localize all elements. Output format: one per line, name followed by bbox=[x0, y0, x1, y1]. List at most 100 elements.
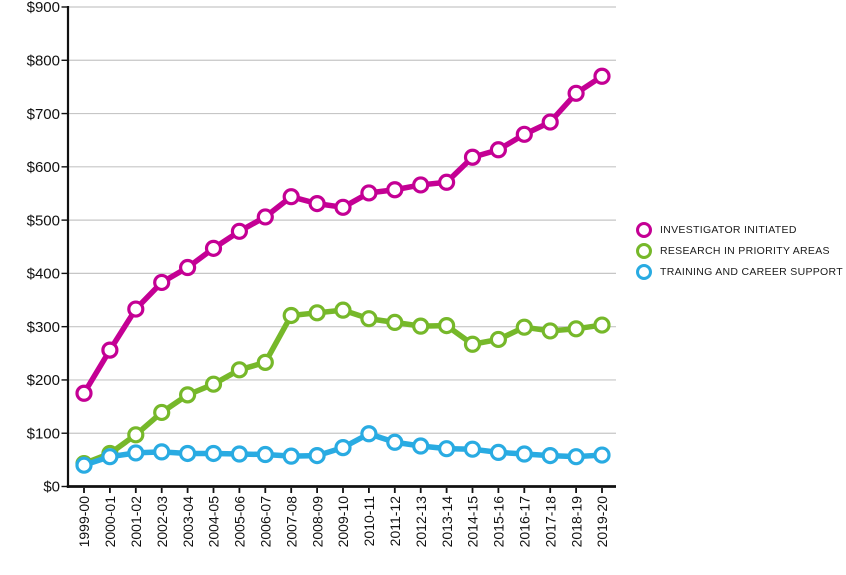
legend-marker-research-in-priority-areas-icon bbox=[636, 242, 652, 259]
data-point-research-in-priority-areas bbox=[567, 320, 585, 338]
data-point-training-and-career-support bbox=[386, 433, 404, 451]
data-point-investigator-initiated bbox=[179, 258, 197, 277]
data-point-research-in-priority-areas bbox=[360, 310, 378, 328]
data-point-research-in-priority-areas bbox=[179, 386, 197, 404]
x-axis-label: 2019-20 bbox=[594, 496, 610, 548]
x-axis-label: 2001-02 bbox=[128, 496, 144, 548]
data-point-training-and-career-support bbox=[334, 439, 352, 457]
y-axis-label: $800 bbox=[27, 52, 60, 69]
data-point-training-and-career-support bbox=[204, 444, 223, 463]
x-axis-label: 2017-18 bbox=[542, 496, 558, 548]
data-point-training-and-career-support bbox=[127, 444, 145, 462]
data-point-training-and-career-support bbox=[101, 448, 119, 466]
data-point-investigator-initiated bbox=[153, 273, 171, 292]
y-axis-label: $200 bbox=[27, 372, 60, 389]
data-point-training-and-career-support bbox=[412, 437, 430, 455]
data-point-training-and-career-support bbox=[230, 445, 248, 463]
data-point-training-and-career-support bbox=[515, 445, 533, 463]
y-axis-label: $0 bbox=[43, 479, 60, 496]
data-point-training-and-career-support bbox=[179, 444, 197, 463]
data-point-research-in-priority-areas bbox=[593, 316, 611, 334]
data-point-investigator-initiated bbox=[386, 181, 404, 199]
data-point-investigator-initiated bbox=[101, 341, 119, 359]
data-point-training-and-career-support bbox=[567, 448, 585, 466]
y-axis-label: $600 bbox=[27, 159, 60, 176]
x-axis-label: 2003-04 bbox=[180, 496, 196, 548]
data-point-training-and-career-support bbox=[489, 443, 507, 462]
data-point-research-in-priority-areas bbox=[541, 322, 559, 340]
data-point-research-in-priority-areas bbox=[463, 335, 482, 353]
x-axis-label: 2013-14 bbox=[439, 496, 455, 548]
legend-marker-investigator-initiated-icon bbox=[636, 221, 652, 238]
y-axis-label: $700 bbox=[27, 106, 60, 123]
data-point-investigator-initiated bbox=[463, 148, 482, 166]
data-point-training-and-career-support bbox=[438, 440, 456, 458]
series-line-investigator-initiated bbox=[81, 73, 605, 397]
y-axis-label: $900 bbox=[27, 0, 60, 16]
data-point-training-and-career-support bbox=[282, 447, 300, 465]
data-point-training-and-career-support bbox=[153, 443, 171, 461]
legend: INVESTIGATOR INITIATED RESEARCH IN PRIOR… bbox=[636, 221, 843, 280]
legend-label: TRAINING AND CAREER SUPPORT bbox=[660, 265, 843, 278]
x-axis-label: 2015-16 bbox=[491, 496, 507, 548]
x-axis-label: 2010-11 bbox=[361, 496, 377, 547]
legend-item-research-in-priority-areas: RESEARCH IN PRIORITY AREAS bbox=[636, 242, 843, 259]
x-axis-label: 2006-07 bbox=[258, 496, 274, 548]
data-point-investigator-initiated bbox=[308, 194, 326, 213]
data-point-research-in-priority-areas bbox=[334, 301, 352, 319]
data-point-investigator-initiated bbox=[75, 384, 93, 402]
x-axis-label: 2014-15 bbox=[465, 496, 481, 548]
y-axis-label: $300 bbox=[27, 319, 60, 336]
data-point-training-and-career-support bbox=[308, 446, 326, 465]
x-axis-label: 2004-05 bbox=[206, 496, 222, 548]
data-point-research-in-priority-areas bbox=[282, 306, 300, 325]
data-point-training-and-career-support bbox=[541, 446, 559, 465]
x-axis-label: 2012-13 bbox=[413, 496, 429, 548]
data-point-research-in-priority-areas bbox=[204, 375, 223, 393]
data-point-investigator-initiated bbox=[567, 84, 585, 102]
data-point-investigator-initiated bbox=[230, 222, 248, 240]
data-point-investigator-initiated bbox=[412, 176, 430, 194]
data-point-research-in-priority-areas bbox=[256, 353, 274, 371]
legend-item-training-and-career-support: TRAINING AND CAREER SUPPORT bbox=[636, 263, 843, 280]
data-point-investigator-initiated bbox=[334, 198, 352, 216]
x-axis-label: 2000-01 bbox=[102, 496, 118, 548]
data-point-research-in-priority-areas bbox=[386, 313, 404, 332]
x-axis-label: 2008-09 bbox=[309, 496, 325, 548]
data-point-research-in-priority-areas bbox=[230, 361, 248, 379]
legend-item-investigator-initiated: INVESTIGATOR INITIATED bbox=[636, 221, 843, 238]
data-point-research-in-priority-areas bbox=[127, 426, 145, 444]
data-point-investigator-initiated bbox=[282, 188, 300, 206]
data-point-investigator-initiated bbox=[541, 113, 559, 131]
x-axis-label: 2011-12 bbox=[387, 496, 403, 547]
legend-marker-training-and-career-support-icon bbox=[636, 263, 652, 280]
data-point-training-and-career-support bbox=[360, 425, 378, 443]
data-point-investigator-initiated bbox=[489, 141, 507, 159]
data-point-investigator-initiated bbox=[438, 173, 456, 191]
data-point-research-in-priority-areas bbox=[515, 318, 533, 336]
data-point-investigator-initiated bbox=[515, 125, 533, 143]
x-axis-label: 2018-19 bbox=[568, 496, 584, 548]
data-point-training-and-career-support bbox=[256, 445, 274, 464]
data-point-investigator-initiated bbox=[360, 184, 378, 202]
x-axis-label: 2007-08 bbox=[283, 496, 299, 548]
data-point-investigator-initiated bbox=[204, 239, 223, 257]
data-point-research-in-priority-areas bbox=[438, 317, 456, 335]
data-point-research-in-priority-areas bbox=[489, 330, 507, 349]
x-axis-label: 2005-06 bbox=[232, 496, 248, 548]
data-point-investigator-initiated bbox=[127, 300, 145, 318]
legend-label: RESEARCH IN PRIORITY AREAS bbox=[660, 244, 830, 257]
x-axis-label: 2016-17 bbox=[517, 496, 533, 548]
data-point-investigator-initiated bbox=[256, 208, 274, 226]
data-point-training-and-career-support bbox=[75, 456, 93, 474]
x-axis-label: 2002-03 bbox=[154, 496, 170, 548]
data-point-research-in-priority-areas bbox=[308, 304, 326, 322]
x-axis-label: 2009-10 bbox=[335, 496, 351, 548]
data-point-training-and-career-support bbox=[463, 440, 482, 458]
data-point-training-and-career-support bbox=[593, 446, 611, 464]
y-axis-label: $100 bbox=[27, 425, 60, 442]
data-point-investigator-initiated bbox=[593, 67, 611, 85]
y-axis-label: $400 bbox=[27, 266, 60, 283]
